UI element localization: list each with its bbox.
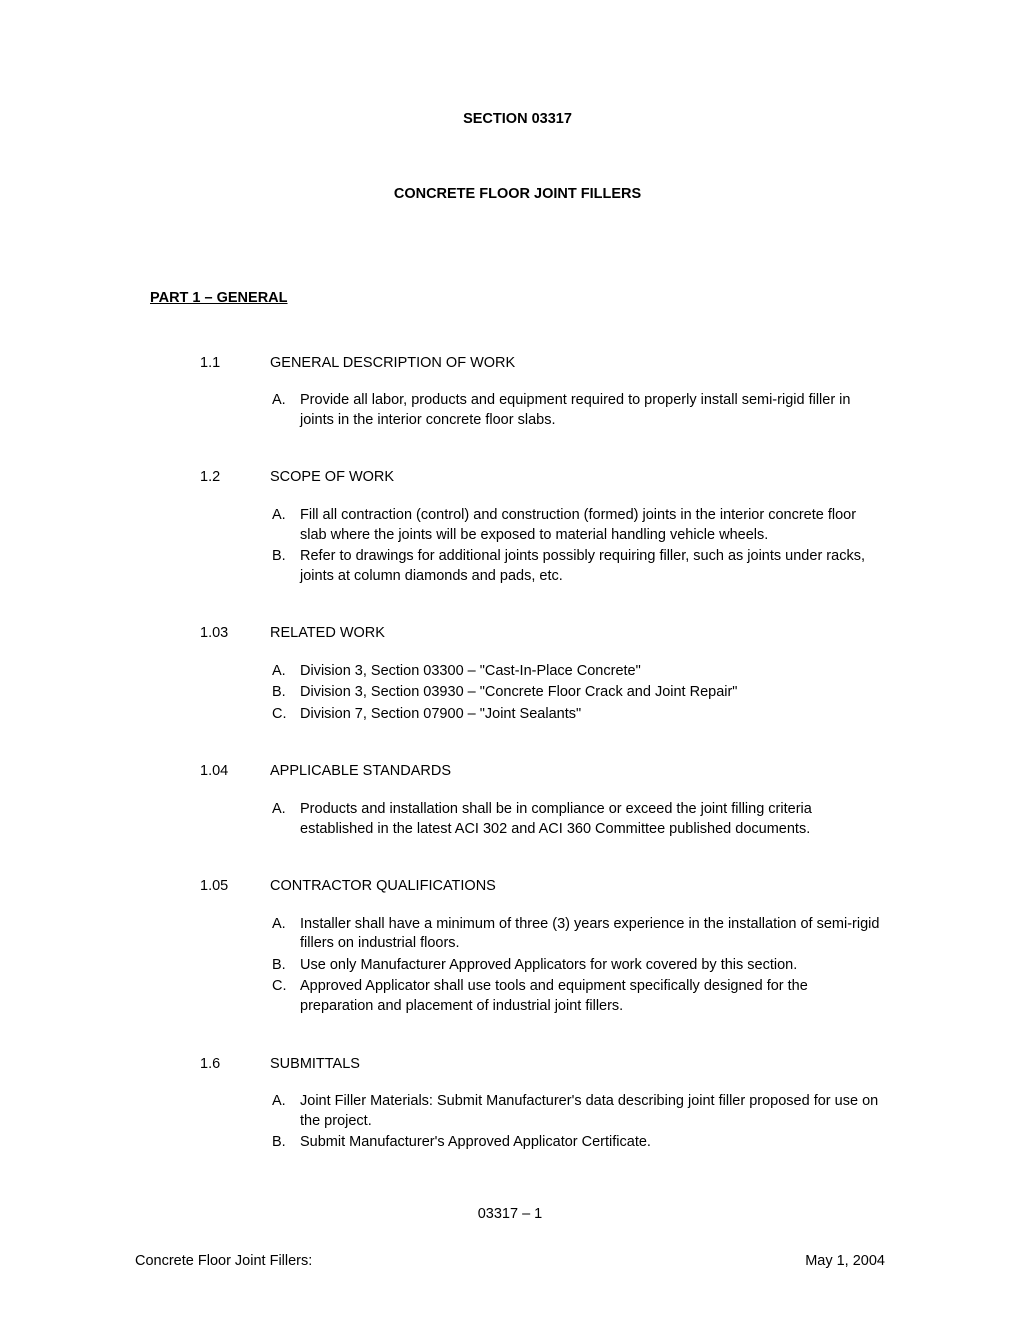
item-letter: B. xyxy=(270,683,300,703)
list-item: A.Fill all contraction (control) and con… xyxy=(270,506,885,545)
list-item: A.Provide all labor, products and equipm… xyxy=(270,391,885,430)
item-text: Use only Manufacturer Approved Applicato… xyxy=(300,956,885,976)
section-number: 1.2 xyxy=(200,468,270,488)
list-item: A.Division 3, Section 03300 – "Cast-In-P… xyxy=(270,662,885,682)
spec-section: 1.6SUBMITTALS A.Joint Filler Materials: S… xyxy=(200,1055,885,1153)
section-items: A.Installer shall have a minimum of thre… xyxy=(270,915,885,1017)
list-item: C.Division 7, Section 07900 – "Joint Sea… xyxy=(270,705,885,725)
item-text: Installer shall have a minimum of three … xyxy=(300,915,885,954)
section-header: 1.05CONTRACTOR QUALIFICATIONS xyxy=(200,877,885,897)
item-text: Division 7, Section 07900 – "Joint Seala… xyxy=(300,705,885,725)
item-letter: A. xyxy=(270,915,300,954)
section-header: 1.04APPLICABLE STANDARDS xyxy=(200,762,885,782)
item-text: Products and installation shall be in co… xyxy=(300,800,885,839)
item-letter: C. xyxy=(270,705,300,725)
section-title: GENERAL DESCRIPTION OF WORK xyxy=(270,354,885,374)
item-letter: A. xyxy=(270,662,300,682)
item-text: Division 3, Section 03300 – "Cast-In-Pla… xyxy=(300,662,885,682)
item-text: Provide all labor, products and equipmen… xyxy=(300,391,885,430)
list-item: A.Products and installation shall be in … xyxy=(270,800,885,839)
part-heading: PART 1 – GENERAL xyxy=(150,289,885,309)
section-items: A.Provide all labor, products and equipm… xyxy=(270,391,885,430)
section-title: CONTRACTOR QUALIFICATIONS xyxy=(270,877,885,897)
item-text: Fill all contraction (control) and const… xyxy=(300,506,885,545)
list-item: B.Division 3, Section 03930 – "Concrete … xyxy=(270,683,885,703)
page-number: 03317 – 1 xyxy=(0,1205,1020,1225)
page-footer: Concrete Floor Joint Fillers: May 1, 200… xyxy=(135,1252,885,1272)
section-title: RELATED WORK xyxy=(270,624,885,644)
spec-section: 1.03RELATED WORK A.Division 3, Section 03… xyxy=(200,624,885,724)
section-header: 1.6SUBMITTALS xyxy=(200,1055,885,1075)
section-number: 1.1 xyxy=(200,354,270,374)
section-number: 1.05 xyxy=(200,877,270,897)
section-header: 1.1GENERAL DESCRIPTION OF WORK xyxy=(200,354,885,374)
section-label: SECTION 03317 xyxy=(150,110,885,130)
item-letter: A. xyxy=(270,391,300,430)
item-text: Division 3, Section 03930 – "Concrete Fl… xyxy=(300,683,885,703)
section-header: 1.03RELATED WORK xyxy=(200,624,885,644)
section-items: A.Products and installation shall be in … xyxy=(270,800,885,839)
list-item: B.Refer to drawings for additional joint… xyxy=(270,547,885,586)
spec-section: 1.2SCOPE OF WORK A.Fill all contraction (… xyxy=(200,468,885,586)
item-letter: C. xyxy=(270,977,300,1016)
item-text: Approved Applicator shall use tools and … xyxy=(300,977,885,1016)
item-letter: A. xyxy=(270,800,300,839)
section-number: 1.04 xyxy=(200,762,270,782)
document-title: CONCRETE FLOOR JOINT FILLERS xyxy=(150,185,885,205)
section-title: APPLICABLE STANDARDS xyxy=(270,762,885,782)
footer-left: Concrete Floor Joint Fillers: xyxy=(135,1252,312,1272)
spec-page: SECTION 03317 CONCRETE FLOOR JOINT FILLE… xyxy=(0,0,1020,1320)
list-item: A.Joint Filler Materials: Submit Manufac… xyxy=(270,1092,885,1131)
item-letter: A. xyxy=(270,1092,300,1131)
section-number: 1.6 xyxy=(200,1055,270,1075)
spec-section: 1.05CONTRACTOR QUALIFICATIONS A.Installer… xyxy=(200,877,885,1016)
footer-right: May 1, 2004 xyxy=(805,1252,885,1272)
list-item: B.Use only Manufacturer Approved Applica… xyxy=(270,956,885,976)
section-number: 1.03 xyxy=(200,624,270,644)
section-title: SUBMITTALS xyxy=(270,1055,885,1075)
section-items: A.Division 3, Section 03300 – "Cast-In-P… xyxy=(270,662,885,725)
section-items: A.Fill all contraction (control) and con… xyxy=(270,506,885,586)
sections-container: 1.1GENERAL DESCRIPTION OF WORKA.Provide … xyxy=(150,354,885,1153)
spec-section: 1.1GENERAL DESCRIPTION OF WORK A.Provide … xyxy=(200,354,885,431)
item-letter: A. xyxy=(270,506,300,545)
list-item: A.Installer shall have a minimum of thre… xyxy=(270,915,885,954)
section-title: SCOPE OF WORK xyxy=(270,468,885,488)
item-text: Joint Filler Materials: Submit Manufactu… xyxy=(300,1092,885,1131)
section-items: A.Joint Filler Materials: Submit Manufac… xyxy=(270,1092,885,1153)
item-text: Submit Manufacturer's Approved Applicato… xyxy=(300,1133,885,1153)
item-letter: B. xyxy=(270,1133,300,1153)
item-letter: B. xyxy=(270,547,300,586)
section-header: 1.2SCOPE OF WORK xyxy=(200,468,885,488)
spec-section: 1.04APPLICABLE STANDARDS A.Products and i… xyxy=(200,762,885,839)
list-item: C.Approved Applicator shall use tools an… xyxy=(270,977,885,1016)
item-letter: B. xyxy=(270,956,300,976)
item-text: Refer to drawings for additional joints … xyxy=(300,547,885,586)
list-item: B.Submit Manufacturer's Approved Applica… xyxy=(270,1133,885,1153)
